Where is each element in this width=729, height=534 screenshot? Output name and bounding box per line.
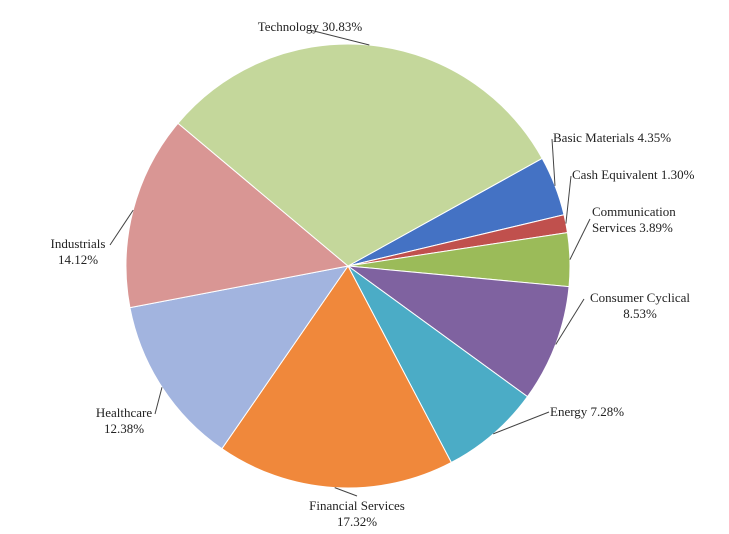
slice-labels: Basic Materials 4.35% Cash Equivalent 1.3…: [51, 19, 695, 529]
label-industrials: Industrials 14.12%: [51, 236, 106, 267]
label-basic-materials: Basic Materials 4.35%: [553, 130, 671, 145]
label-consumer-cyclical: Consumer Cyclical 8.53%: [590, 290, 690, 321]
label-energy: Energy 7.28%: [550, 404, 624, 419]
label-communication-services: Communication Services 3.89%: [592, 204, 676, 235]
leader-healthcare: [154, 387, 163, 415]
label-healthcare: Healthcare 12.38%: [96, 405, 153, 436]
leader-basic-materials: [551, 138, 556, 186]
leader-lines: [109, 29, 591, 497]
label-cash-equivalent: Cash Equivalent 1.30%: [572, 167, 695, 182]
slice-energy: [347, 265, 529, 464]
leader-technology: [309, 29, 370, 46]
leader-consumer-cyclical: [555, 298, 585, 345]
slice-industrials: [125, 122, 350, 309]
leader-financial-services: [334, 487, 358, 497]
leader-communication-services: [569, 218, 591, 260]
leader-energy: [493, 411, 550, 435]
leader-cash-equivalent: [565, 175, 572, 224]
slice-financial-services: [221, 265, 453, 489]
pie-slices: [125, 43, 571, 489]
label-financial-services: Financial Services 17.32%: [309, 498, 405, 529]
leader-industrials: [109, 209, 134, 246]
label-technology: Technology 30.83%: [258, 19, 363, 34]
slice-technology: [177, 43, 543, 267]
